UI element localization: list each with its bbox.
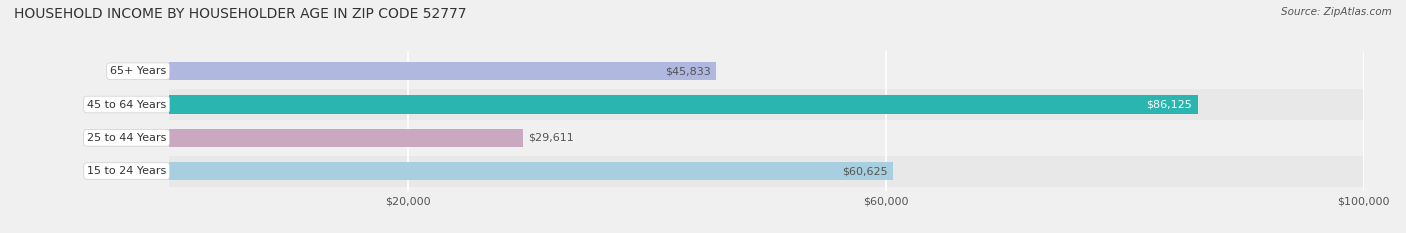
Text: Source: ZipAtlas.com: Source: ZipAtlas.com <box>1281 7 1392 17</box>
Bar <box>169 156 1364 187</box>
Text: $29,611: $29,611 <box>529 133 574 143</box>
Bar <box>169 129 523 147</box>
Text: $45,833: $45,833 <box>665 66 710 76</box>
Bar <box>169 89 1364 120</box>
Bar <box>169 162 893 180</box>
Text: 15 to 24 Years: 15 to 24 Years <box>87 166 166 176</box>
Bar <box>169 62 717 80</box>
Text: 25 to 44 Years: 25 to 44 Years <box>87 133 166 143</box>
Text: HOUSEHOLD INCOME BY HOUSEHOLDER AGE IN ZIP CODE 52777: HOUSEHOLD INCOME BY HOUSEHOLDER AGE IN Z… <box>14 7 467 21</box>
Text: $60,625: $60,625 <box>842 166 887 176</box>
Bar <box>169 56 1364 87</box>
Text: 65+ Years: 65+ Years <box>110 66 166 76</box>
Bar <box>169 122 1364 153</box>
Text: $86,125: $86,125 <box>1146 99 1192 110</box>
Text: 45 to 64 Years: 45 to 64 Years <box>87 99 166 110</box>
Bar <box>169 95 1198 114</box>
